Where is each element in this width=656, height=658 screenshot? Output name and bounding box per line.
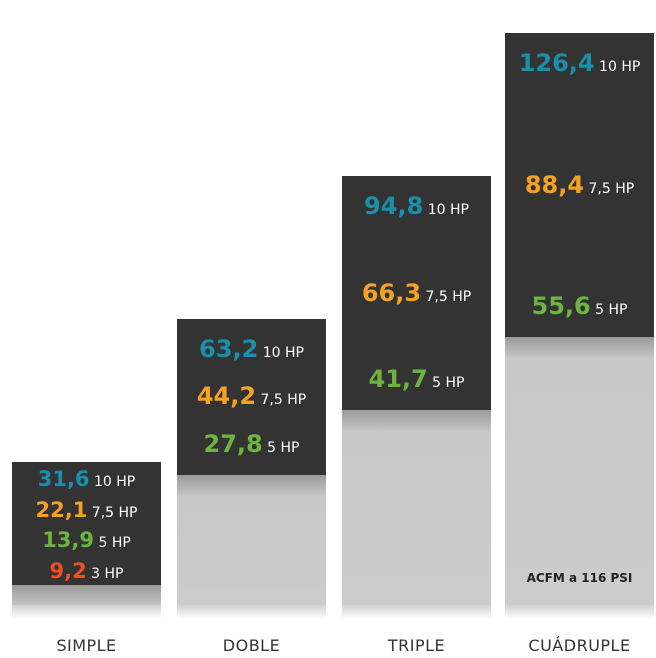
bar-base-segment — [342, 409, 491, 605]
data-value: 66,3 — [361, 278, 422, 307]
data-label: 66,3 7,5 HP — [342, 278, 491, 313]
data-label: 31,6 10 HP — [12, 466, 161, 496]
data-unit: 10 HP — [594, 58, 641, 75]
data-unit: 7,5 HP — [87, 504, 138, 521]
bar-simple: 31,6 10 HP 22,1 7,5 HP 13,9 5 HP 9,2 3 HP — [12, 462, 161, 619]
data-label: 13,9 5 HP — [12, 527, 161, 557]
bar-base-segment — [12, 584, 161, 605]
data-unit: 3 HP — [86, 565, 124, 582]
data-label: 94,8 10 HP — [342, 191, 491, 226]
data-label: 44,2 7,5 HP — [177, 381, 326, 416]
bar-cuádruple: 126,4 10 HP 88,4 7,5 HP 55,6 5 HP — [505, 33, 654, 619]
data-unit: 5 HP — [94, 535, 131, 552]
bar-dark-segment: 31,6 10 HP 22,1 7,5 HP 13,9 5 HP 9,2 3 HP — [12, 462, 161, 585]
data-value: 94,8 — [364, 191, 424, 220]
bar-doble: 63,2 10 HP 44,2 7,5 HP 27,8 5 HP — [177, 319, 326, 619]
data-unit: 5 HP — [262, 440, 300, 457]
bar-dark-segment: 63,2 10 HP 44,2 7,5 HP 27,8 5 HP — [177, 319, 326, 475]
bar-dark-segment: 126,4 10 HP 88,4 7,5 HP 55,6 5 HP — [505, 33, 654, 337]
data-value: 55,6 — [531, 292, 591, 321]
data-label: 27,8 5 HP — [177, 429, 326, 464]
data-value: 126,4 — [518, 48, 595, 77]
data-value: 88,4 — [524, 170, 585, 199]
data-unit: 10 HP — [423, 201, 469, 218]
data-unit: 7,5 HP — [421, 288, 472, 305]
data-unit: 5 HP — [427, 375, 465, 392]
data-value: 27,8 — [203, 430, 263, 459]
bar-dark-segment: 94,8 10 HP 66,3 7,5 HP 41,7 5 HP — [342, 176, 491, 410]
data-value: 22,1 — [35, 497, 88, 522]
data-value: 31,6 — [37, 466, 90, 491]
category-label: TRIPLE — [387, 636, 446, 655]
bar-floor-shadow — [342, 604, 491, 619]
data-value: 13,9 — [42, 528, 95, 553]
data-unit: 7,5 HP — [584, 180, 635, 197]
category-label: DOBLE — [222, 636, 281, 655]
data-label: 88,4 7,5 HP — [505, 170, 654, 205]
bar-floor-shadow — [12, 604, 161, 619]
data-label: 126,4 10 HP — [505, 48, 654, 83]
bar-base-segment — [177, 474, 326, 605]
data-unit: 10 HP — [258, 344, 304, 361]
bar-base-segment — [505, 336, 654, 605]
category-label: SIMPLE — [56, 636, 117, 655]
data-label: 9,2 3 HP — [12, 558, 161, 588]
data-value: 41,7 — [368, 365, 428, 394]
data-unit: 7,5 HP — [256, 392, 307, 409]
data-label: 22,1 7,5 HP — [12, 497, 161, 527]
data-value: 63,2 — [199, 334, 259, 363]
data-value: 9,2 — [49, 558, 87, 583]
data-label: 41,7 5 HP — [342, 364, 491, 399]
bar-floor-shadow — [177, 604, 326, 619]
data-unit: 10 HP — [89, 473, 136, 490]
data-value: 44,2 — [196, 382, 257, 411]
category-label: CUÁDRUPLE — [528, 636, 631, 655]
chart-annotation: ACFM a 116 PSI — [526, 571, 633, 585]
bar-triple: 94,8 10 HP 66,3 7,5 HP 41,7 5 HP — [342, 176, 491, 619]
data-label: 55,6 5 HP — [505, 291, 654, 326]
bar-floor-shadow — [505, 604, 654, 619]
data-unit: 5 HP — [590, 302, 628, 319]
data-label: 63,2 10 HP — [177, 334, 326, 369]
